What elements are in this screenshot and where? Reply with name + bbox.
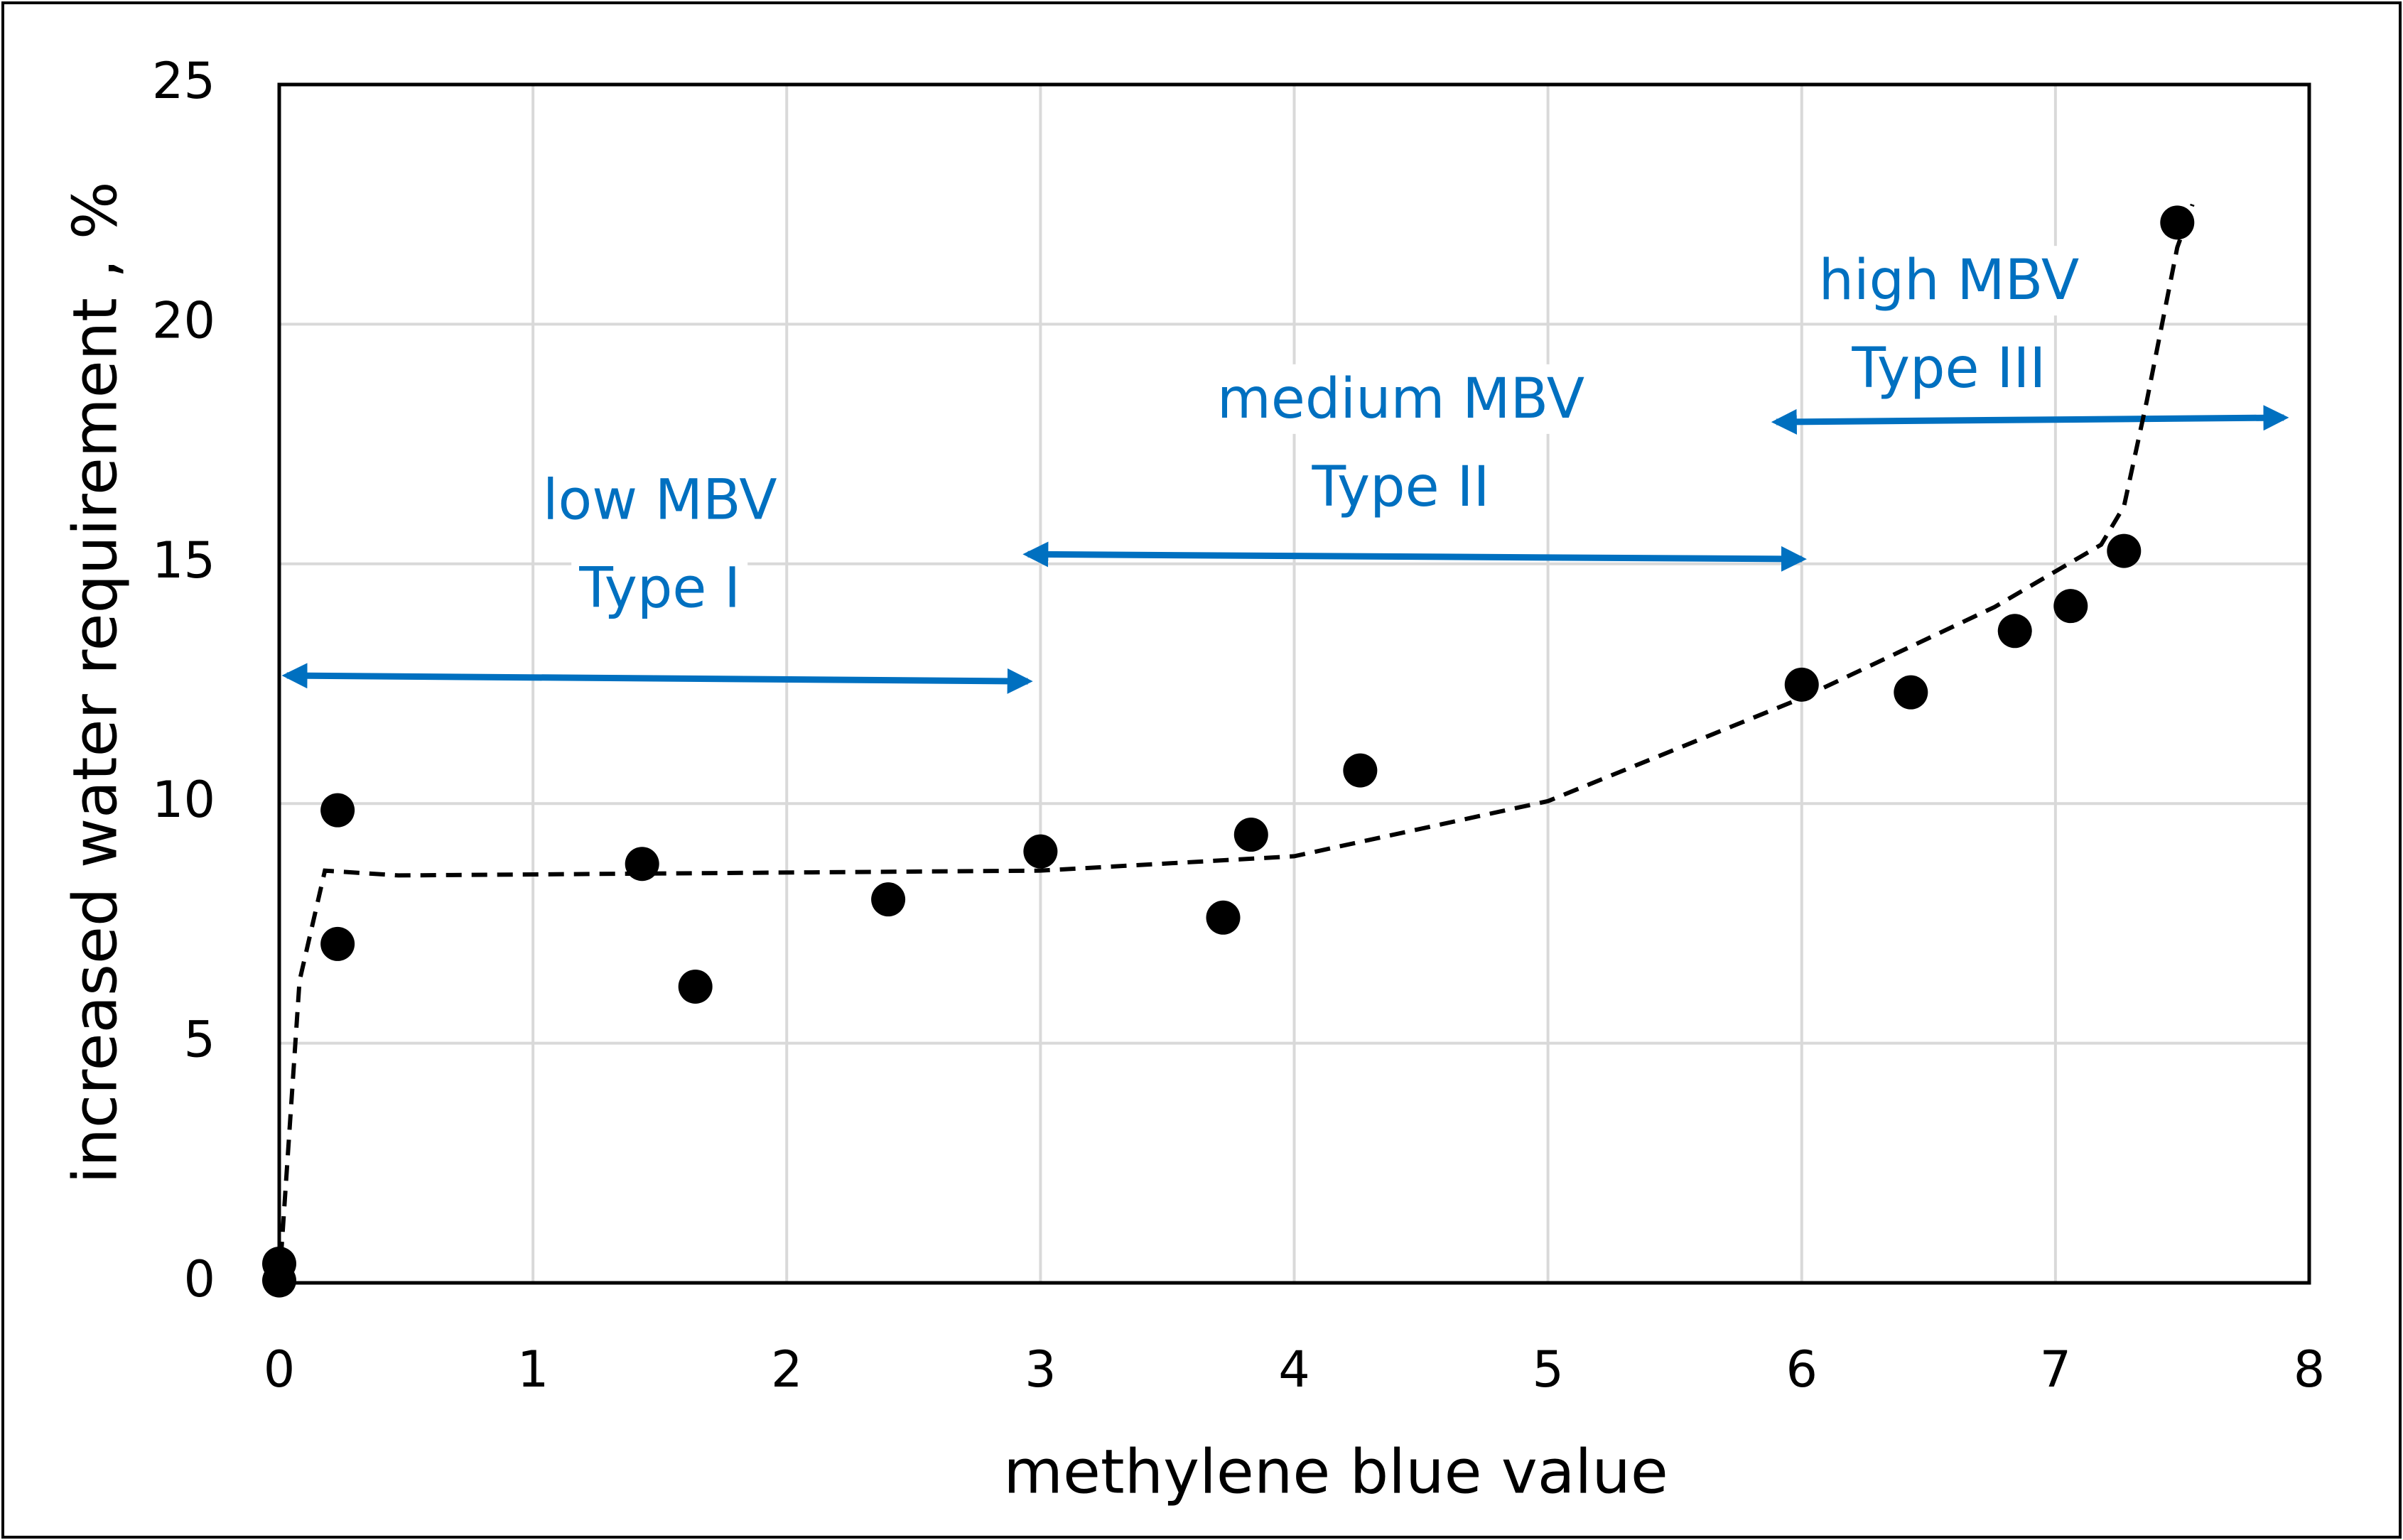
y-tick-label: 20 bbox=[152, 291, 215, 349]
data-point bbox=[2107, 533, 2142, 568]
x-tick-label: 0 bbox=[264, 1340, 296, 1399]
y-tick-label: 25 bbox=[152, 52, 215, 110]
data-point bbox=[1784, 667, 1819, 702]
plot-border bbox=[277, 82, 2311, 1285]
annotation: high MBV bbox=[1819, 249, 2080, 313]
annotation: low MBV bbox=[543, 468, 777, 532]
data-point bbox=[1997, 614, 2032, 649]
data-point bbox=[1343, 753, 1378, 788]
x-tick-label: 6 bbox=[1786, 1340, 1818, 1399]
x-tick-label: 4 bbox=[1278, 1340, 1310, 1399]
trend-line bbox=[277, 203, 2195, 1284]
annotation-background bbox=[1304, 452, 1497, 522]
y-tick-label: 5 bbox=[183, 1011, 215, 1069]
y-tick-label: 0 bbox=[183, 1250, 215, 1308]
x-tick-label: 8 bbox=[2294, 1340, 2326, 1399]
data-point bbox=[1233, 818, 1268, 852]
data-point bbox=[320, 926, 355, 961]
annotation: Type II bbox=[1312, 455, 1490, 519]
annotation-background bbox=[535, 465, 784, 536]
x-axis-title: methylene blue value bbox=[1003, 1436, 1668, 1507]
x-tick-label: 1 bbox=[517, 1340, 549, 1399]
data-point bbox=[871, 882, 906, 917]
y-tick-label: 10 bbox=[152, 771, 215, 829]
annotation: Type I bbox=[578, 556, 740, 620]
data-point bbox=[262, 1263, 296, 1298]
annotation-background bbox=[1811, 246, 2087, 316]
data-point bbox=[1023, 834, 1058, 869]
data-point bbox=[2160, 205, 2195, 240]
y-axis-title: increased water requirement , % bbox=[60, 181, 131, 1183]
annotation-background bbox=[571, 553, 748, 624]
data-point bbox=[1894, 675, 1928, 710]
data-point bbox=[625, 847, 659, 882]
range-arrow bbox=[1022, 541, 1807, 572]
y-tick-label: 15 bbox=[152, 531, 215, 590]
annotation: medium MBV bbox=[1217, 367, 1584, 431]
data-point bbox=[320, 793, 355, 828]
data-point bbox=[2053, 589, 2088, 624]
x-tick-label: 5 bbox=[1532, 1340, 1564, 1399]
annotation: Type III bbox=[1851, 337, 2046, 401]
x-tick-label: 3 bbox=[1025, 1340, 1057, 1399]
annotation-background bbox=[1844, 334, 2053, 404]
x-tick-label: 7 bbox=[2040, 1340, 2072, 1399]
annotation-background bbox=[1209, 364, 1592, 434]
x-tick-label: 2 bbox=[771, 1340, 803, 1399]
range-arrow bbox=[1771, 405, 2289, 435]
data-point bbox=[1206, 900, 1241, 935]
range-arrow bbox=[281, 663, 1033, 694]
data-point bbox=[678, 969, 713, 1004]
